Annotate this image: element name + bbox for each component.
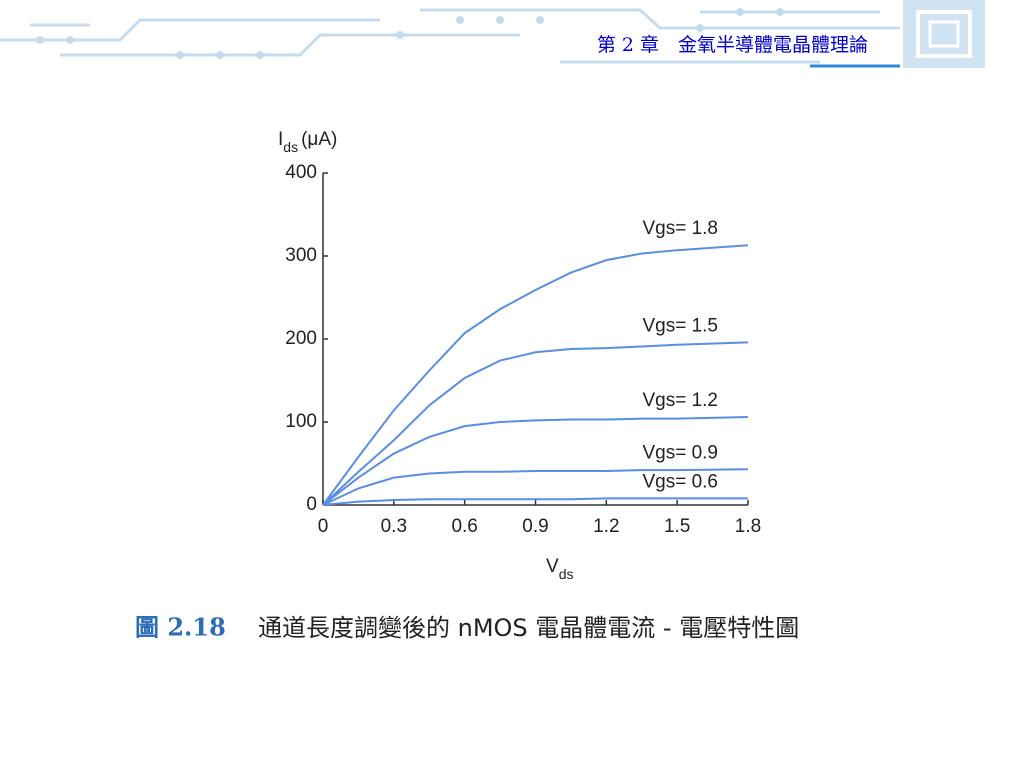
series-label: Vgs= 0.9 (642, 442, 718, 463)
series-line (322, 416, 749, 506)
x-tick-label: 0.9 (522, 516, 548, 537)
y-tick-label: 100 (285, 411, 317, 432)
y-tick-label: 300 (285, 245, 317, 266)
x-tick-label: 1.2 (593, 516, 619, 537)
header-dots (36, 8, 784, 59)
series-label: Vgs= 1.2 (642, 390, 718, 411)
series-label: Vgs= 1.8 (642, 218, 718, 239)
x-axis-label: Vds (546, 556, 573, 582)
x-tick-label: 1.8 (735, 516, 761, 537)
y-axis-label: Ids (μA) (278, 129, 337, 155)
series-line (322, 468, 749, 506)
x-tick-label: 0.6 (451, 516, 477, 537)
chapter-title: 第 2 章 金氧半導體電晶體理論 (597, 34, 868, 56)
y-axis-label-symbol: I (278, 129, 283, 150)
y-tick-label: 200 (285, 328, 317, 349)
series-line (322, 497, 748, 506)
y-tick-label: 400 (285, 162, 317, 183)
figure-number: 圖 2.18 (135, 613, 226, 642)
x-tick-label: 0.3 (381, 516, 407, 537)
y-axis-label-subscript: ds (283, 139, 298, 155)
header-logo (928, 20, 960, 48)
series-line (322, 244, 749, 506)
x-axis-label-subscript: ds (559, 566, 574, 582)
x-tick-label: 0 (318, 516, 329, 537)
header-logo (916, 10, 972, 58)
y-tick-label: 0 (306, 494, 317, 515)
x-axis-label-symbol: V (546, 556, 559, 577)
figure-caption: 通道長度調變後的 nMOS 電晶體電流 - 電壓特性圖 (258, 614, 799, 642)
series-label: Vgs= 0.6 (642, 471, 718, 492)
x-tick-label: 1.5 (664, 516, 690, 537)
series-line (322, 341, 749, 506)
series-label: Vgs= 1.5 (642, 315, 718, 336)
y-axis-label-unit: (μA) (301, 129, 337, 150)
